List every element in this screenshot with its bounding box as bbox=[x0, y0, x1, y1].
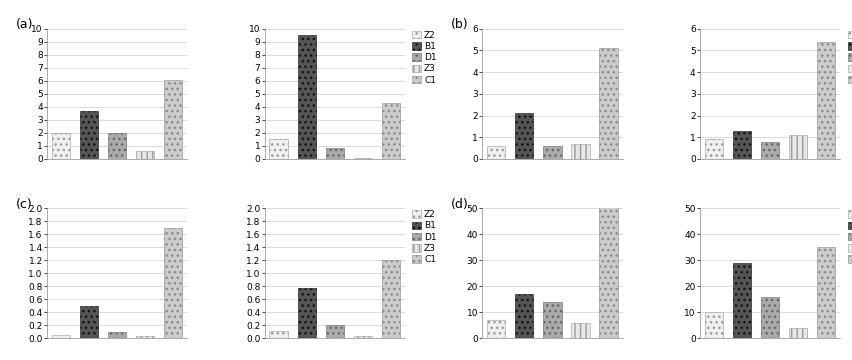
Bar bbox=[543, 302, 561, 338]
Bar bbox=[52, 335, 70, 338]
Bar bbox=[108, 332, 126, 338]
Bar bbox=[382, 260, 400, 338]
Legend: Z2, B1, D1, Z3, C1: Z2, B1, D1, Z3, C1 bbox=[847, 31, 852, 85]
Bar bbox=[269, 330, 287, 338]
Bar bbox=[571, 144, 589, 159]
Bar bbox=[80, 306, 98, 338]
Bar bbox=[325, 325, 343, 338]
Bar bbox=[599, 48, 617, 159]
Bar bbox=[382, 103, 400, 159]
Bar bbox=[486, 320, 504, 338]
Bar bbox=[269, 139, 287, 159]
Bar bbox=[297, 35, 315, 159]
Bar bbox=[732, 131, 750, 159]
Bar bbox=[816, 42, 834, 159]
Bar bbox=[599, 203, 617, 338]
Bar bbox=[164, 80, 182, 159]
Legend: Z2, B1, D1, Z3, C1: Z2, B1, D1, Z3, C1 bbox=[847, 210, 852, 264]
Text: (c): (c) bbox=[16, 198, 32, 211]
Bar bbox=[788, 135, 806, 159]
Bar bbox=[325, 148, 343, 159]
Bar bbox=[515, 294, 532, 338]
Bar bbox=[80, 111, 98, 159]
Bar bbox=[760, 297, 778, 338]
Bar bbox=[136, 337, 154, 338]
Text: (b): (b) bbox=[451, 18, 469, 31]
Bar bbox=[52, 133, 70, 159]
Bar bbox=[515, 113, 532, 159]
Bar bbox=[788, 328, 806, 338]
Bar bbox=[354, 158, 371, 159]
Bar bbox=[164, 228, 182, 338]
Bar bbox=[108, 133, 126, 159]
Bar bbox=[732, 263, 750, 338]
Bar bbox=[760, 141, 778, 159]
Text: (a): (a) bbox=[16, 18, 33, 31]
Bar bbox=[704, 312, 722, 338]
Bar bbox=[297, 288, 315, 338]
Bar bbox=[543, 146, 561, 159]
Text: (d): (d) bbox=[451, 198, 469, 211]
Bar bbox=[816, 247, 834, 338]
Bar bbox=[571, 323, 589, 338]
Legend: Z2, B1, D1, Z3, C1: Z2, B1, D1, Z3, C1 bbox=[412, 31, 436, 85]
Bar bbox=[704, 139, 722, 159]
Legend: Z2, B1, D1, Z3, C1: Z2, B1, D1, Z3, C1 bbox=[412, 210, 436, 264]
Bar bbox=[136, 151, 154, 159]
Bar bbox=[354, 336, 371, 338]
Bar bbox=[486, 146, 504, 159]
